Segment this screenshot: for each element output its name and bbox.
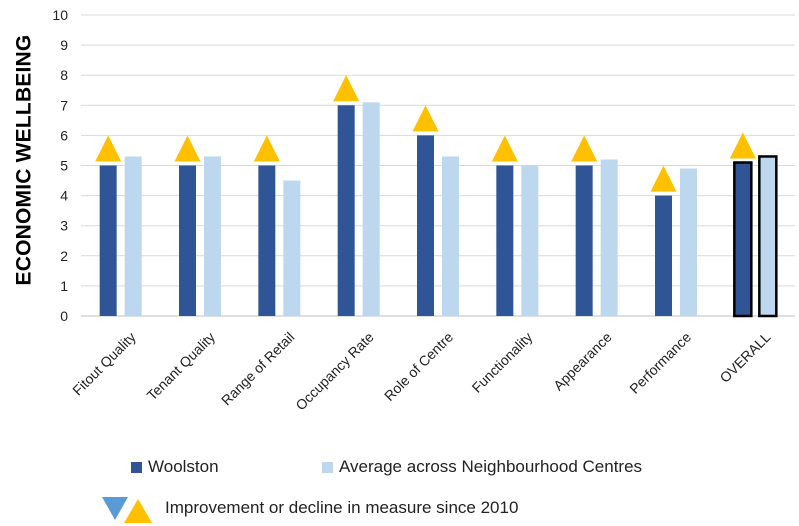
- y-tick-label: 2: [60, 248, 68, 264]
- bar-average: [362, 102, 380, 316]
- improvement-triangle-icon: [729, 132, 756, 159]
- x-tick-label: Range of Retail: [218, 329, 298, 409]
- y-tick-label: 1: [60, 278, 68, 294]
- improvement-triangle-icon: [174, 135, 201, 162]
- bar-woolston: [258, 165, 276, 316]
- bar-average: [124, 156, 142, 316]
- bar-woolston: [337, 105, 355, 316]
- bar-average: [521, 165, 539, 316]
- x-tick-label: Performance: [626, 329, 694, 397]
- y-tick-label: 6: [60, 127, 68, 143]
- x-tick-label: Occupancy Rate: [292, 329, 377, 414]
- bar-woolston: [496, 165, 514, 316]
- bar-woolston: [733, 161, 753, 318]
- improvement-triangle-icon: [491, 135, 518, 162]
- x-tick-label: Tenant Quality: [144, 329, 219, 404]
- y-tick-label: 0: [60, 308, 68, 324]
- improvement-triangle-icon: [333, 75, 360, 102]
- y-tick-label: 7: [60, 97, 68, 113]
- y-tick-label: 10: [52, 7, 68, 23]
- y-tick-label: 9: [60, 37, 68, 53]
- bar-woolston: [179, 165, 196, 316]
- bar-woolston: [575, 165, 593, 316]
- bar-average: [442, 156, 459, 316]
- x-tick-label: Role of Centre: [381, 329, 456, 404]
- bar-average: [204, 156, 221, 316]
- x-tick-label: Fitout Quality: [69, 329, 139, 399]
- bar-average: [283, 180, 301, 316]
- x-tick-label: Appearance: [550, 329, 615, 394]
- y-tick-label: 3: [60, 218, 68, 234]
- y-tick-label: 4: [60, 188, 68, 204]
- y-tick-label: 8: [60, 67, 68, 83]
- bar-woolston: [655, 195, 672, 316]
- bar-woolston: [99, 165, 117, 316]
- improvement-triangle-icon: [253, 135, 280, 162]
- bar-average: [680, 168, 697, 316]
- bar-woolston: [417, 135, 434, 316]
- y-tick-label: 5: [60, 158, 68, 174]
- x-tick-label: Functionality: [469, 329, 536, 396]
- x-tick-label: OVERALL: [716, 329, 773, 386]
- bar-average: [600, 159, 618, 316]
- improvement-triangle-icon: [412, 105, 439, 132]
- improvement-triangle-icon: [650, 165, 677, 192]
- bar-average: [758, 155, 778, 318]
- improvement-triangle-icon: [571, 135, 598, 162]
- improvement-triangle-icon: [95, 135, 122, 162]
